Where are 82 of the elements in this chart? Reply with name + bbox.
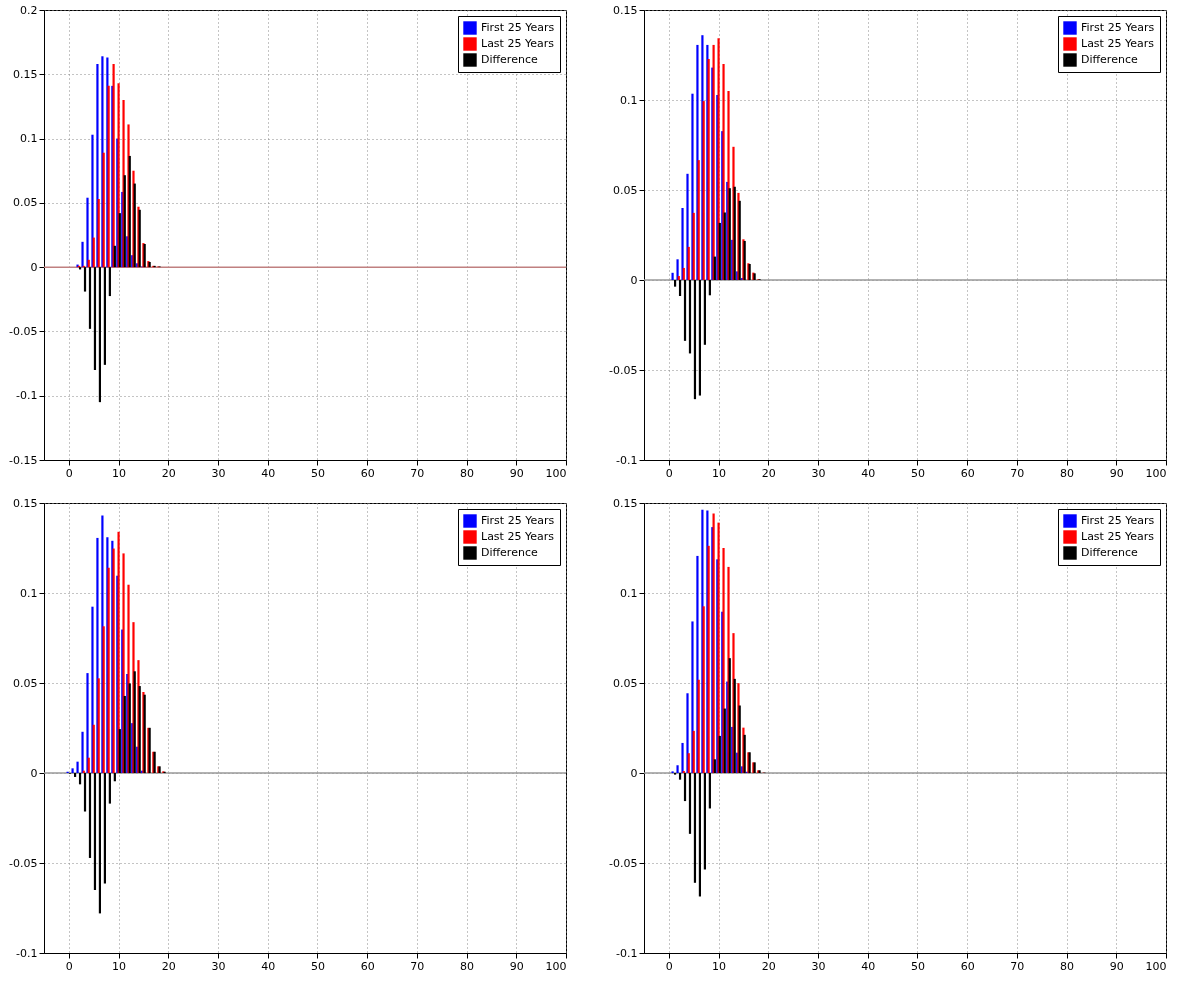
x-tick-label: 70 [410,959,425,973]
legend-label: Difference [481,53,538,66]
legend-label: First 25 Years [1081,21,1155,34]
y-tick-label: 0.1 [20,586,38,600]
y-tick-label: 0.15 [613,496,638,510]
x-tick-label: 60 [360,959,375,973]
x-tick-label: 100 [1145,959,1167,973]
y-tick-label: -0.05 [609,363,638,377]
x-tick-label: 30 [211,959,226,973]
x-tick-label: 70 [410,466,425,480]
legend-label: First 25 Years [481,514,555,527]
x-tick-label: 30 [811,959,826,973]
legend-label: Difference [1081,53,1138,66]
y-tick-label: 0 [30,766,38,780]
y-tick-label: -0.1 [16,946,38,960]
y-tick-label: 0.15 [613,3,638,17]
legend-label: Last 25 Years [1081,530,1155,543]
x-tick-label: 100 [1145,466,1167,480]
x-tick-label: 0 [65,466,73,480]
x-tick-label: 20 [161,959,176,973]
y-tick-label: 0.05 [13,676,38,690]
legend-label: First 25 Years [481,21,555,34]
x-tick-label: 70 [1010,466,1025,480]
y-tick-label: 0.05 [613,676,638,690]
legend-label: Difference [1081,546,1138,559]
legend-label: Difference [481,546,538,559]
x-tick-label: 40 [861,466,876,480]
y-tick-label: 0 [630,766,638,780]
y-tick-label: 0 [630,273,638,287]
y-tick-label: 0.1 [620,93,638,107]
x-tick-label: 80 [460,959,475,973]
x-tick-label: 40 [261,959,276,973]
y-tick-label: 0.2 [20,3,38,17]
x-tick-label: 90 [1109,466,1124,480]
y-tick-label: -0.05 [9,856,38,870]
legend-label: Last 25 Years [481,530,555,543]
x-tick-label: 40 [261,466,276,480]
y-tick-label: 0.1 [620,586,638,600]
y-tick-label: 0 [30,260,38,274]
x-tick-label: 60 [360,466,375,480]
x-tick-label: 60 [960,466,975,480]
legend-label: Last 25 Years [1081,37,1155,50]
x-tick-label: 10 [112,959,127,973]
legend-label: Last 25 Years [481,37,555,50]
x-tick-label: 90 [1109,959,1124,973]
y-tick-label: -0.05 [609,856,638,870]
x-tick-label: 10 [712,959,727,973]
x-tick-label: 40 [861,959,876,973]
legend-label: First 25 Years [1081,514,1155,527]
y-tick-label: 0.05 [613,183,638,197]
x-tick-label: 30 [811,466,826,480]
y-tick-label: -0.1 [616,453,638,467]
y-tick-label: 0.15 [13,67,38,81]
x-tick-label: 30 [211,466,226,480]
x-tick-label: 20 [761,466,776,480]
x-tick-label: 70 [1010,959,1025,973]
x-tick-label: 80 [460,466,475,480]
y-tick-label: -0.05 [9,324,38,338]
x-tick-label: 0 [65,959,73,973]
x-tick-label: 100 [545,959,567,973]
y-tick-label: -0.1 [16,389,38,403]
x-tick-label: 10 [712,466,727,480]
x-tick-label: 50 [910,466,925,480]
x-tick-label: 10 [112,466,127,480]
x-tick-label: 20 [161,466,176,480]
x-tick-label: 90 [509,466,524,480]
y-tick-label: -0.15 [9,453,38,467]
x-tick-label: 60 [960,959,975,973]
x-tick-label: 90 [509,959,524,973]
x-tick-label: 80 [1060,959,1075,973]
x-tick-label: 100 [545,466,567,480]
x-tick-label: 20 [761,959,776,973]
x-tick-label: 50 [310,959,325,973]
x-tick-label: 0 [665,466,673,480]
x-tick-label: 50 [910,959,925,973]
x-tick-label: 80 [1060,466,1075,480]
y-tick-label: 0.1 [20,132,38,146]
x-tick-label: 50 [310,466,325,480]
x-tick-label: 0 [665,959,673,973]
y-tick-label: 0.15 [13,496,38,510]
y-tick-label: -0.1 [616,946,638,960]
y-tick-label: 0.05 [13,196,38,210]
